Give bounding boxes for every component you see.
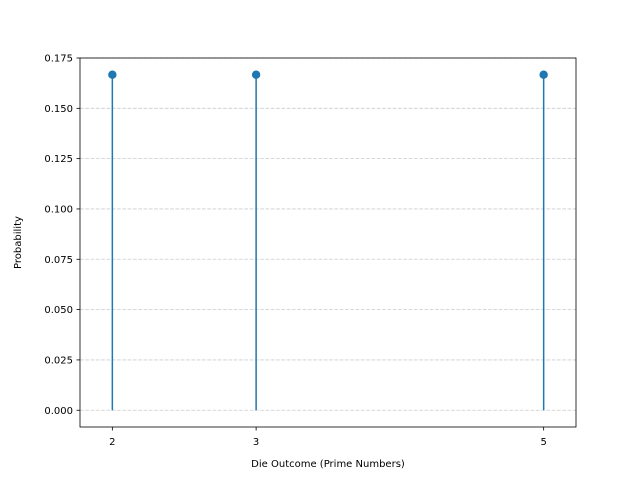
stem-marker [108, 70, 117, 79]
y-tick-label: 0.100 [44, 205, 73, 216]
x-axis-label: Die Outcome (Prime Numbers) [251, 459, 405, 470]
y-tick-label: 0.175 [44, 54, 73, 65]
stem-marker [539, 70, 548, 79]
y-tick-label: 0.000 [44, 406, 73, 417]
plot-frame [79, 57, 577, 428]
stem-marker [251, 70, 261, 79]
y-tick-label: 0.075 [44, 255, 73, 266]
y-tick-label: 0.125 [44, 154, 73, 165]
y-tick-label: 0.150 [44, 104, 73, 115]
y-tick-label: 0.050 [44, 305, 73, 316]
x-tick-label: 5 [540, 437, 546, 448]
y-tick-label: 0.025 [44, 356, 73, 367]
y-axis-label: Probability [13, 216, 24, 269]
grid-lines [80, 57, 576, 411]
stem-series [108, 70, 548, 411]
y-axis-ticks: 0.000 0.025 0.050 0.075 0.100 0.125 0.150 0.175 [44, 54, 80, 417]
x-axis-ticks: 2 3 5 [109, 427, 547, 448]
x-tick-label: 3 [253, 437, 259, 448]
x-tick-label: 2 [109, 437, 115, 448]
